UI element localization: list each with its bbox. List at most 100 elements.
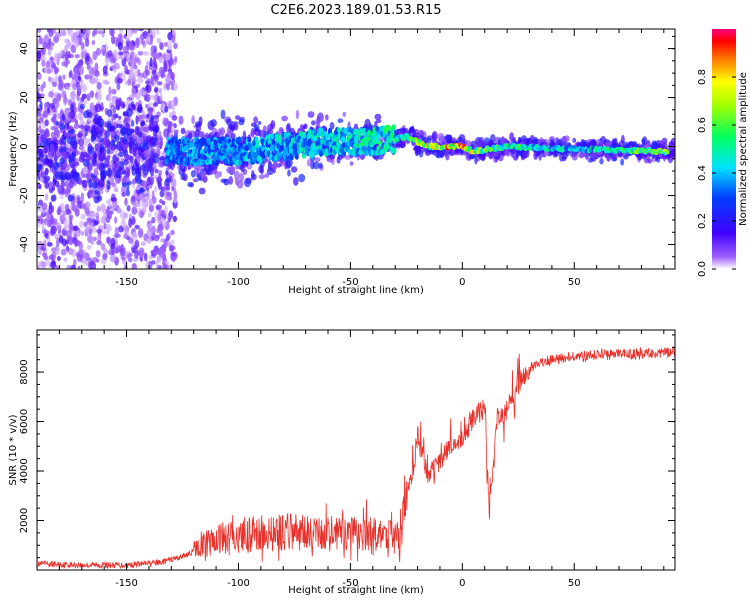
- snr-x-tick-label: -150: [115, 578, 138, 589]
- band-blob: [422, 137, 429, 143]
- ridge-blob: [196, 138, 201, 145]
- noise-blob: [85, 29, 91, 37]
- noise-blob: [56, 255, 61, 261]
- noise-blob: [113, 185, 118, 192]
- noise-blob: [74, 54, 80, 59]
- band-blob: [342, 111, 347, 117]
- noise-blob: [165, 191, 172, 197]
- noise-blob: [52, 81, 57, 88]
- noise-blob: [96, 240, 102, 246]
- band-blob: [164, 105, 169, 113]
- noise-blob: [146, 228, 153, 238]
- band-blob: [56, 152, 61, 159]
- colorbar: 0.0 0.2 0.4 0.6 0.8 Normalized spectral ampl…: [697, 29, 749, 277]
- noise-blob: [135, 200, 141, 208]
- ridge-blob: [302, 132, 307, 139]
- noise-blob: [149, 94, 155, 100]
- band-blob: [126, 181, 130, 191]
- noise-blob: [111, 202, 116, 213]
- noise-blob: [169, 245, 176, 251]
- ridge-blob: [392, 147, 397, 154]
- band-blob: [66, 136, 74, 145]
- noise-blob: [73, 38, 80, 48]
- noise-blob: [89, 102, 95, 112]
- snr-y-tick-label: 2000: [19, 508, 30, 533]
- noise-blob: [40, 55, 47, 61]
- ridge-blob: [370, 149, 375, 156]
- noise-blob: [58, 235, 64, 244]
- noise-blob: [124, 224, 129, 234]
- noise-blob: [50, 261, 57, 269]
- noise-blob: [76, 231, 80, 238]
- band-blob: [198, 187, 206, 195]
- band-blob: [476, 141, 482, 147]
- noise-blob: [145, 260, 149, 269]
- noise-blob: [111, 88, 117, 95]
- noise-blob: [88, 189, 92, 198]
- noise-blob: [59, 79, 64, 88]
- band-blob: [98, 164, 102, 171]
- band-blob: [96, 195, 103, 202]
- noise-blob: [43, 65, 48, 74]
- noise-blob: [126, 205, 131, 212]
- noise-blob: [151, 69, 157, 75]
- band-blob: [76, 132, 83, 139]
- noise-blob: [61, 90, 67, 99]
- noise-blob: [90, 236, 95, 246]
- band-blob: [192, 178, 199, 183]
- band-blob: [127, 165, 133, 171]
- band-blob: [143, 165, 151, 171]
- noise-blob: [89, 90, 95, 98]
- ridge-blob: [235, 159, 240, 166]
- noise-blob: [64, 44, 69, 53]
- colorbar-tick-label: 0.6: [697, 117, 708, 133]
- band-blob: [219, 127, 226, 136]
- noise-blob: [173, 82, 178, 91]
- band-blob: [112, 154, 117, 164]
- ridge-blob: [252, 157, 257, 164]
- noise-blob: [85, 201, 91, 209]
- noise-blob: [108, 94, 112, 103]
- band-blob: [400, 141, 406, 146]
- noise-blob: [78, 29, 85, 38]
- noise-blob: [73, 123, 80, 129]
- noise-blob: [115, 99, 121, 109]
- noise-blob: [173, 96, 178, 107]
- band-blob: [550, 142, 557, 147]
- noise-blob: [157, 265, 163, 269]
- noise-blob: [51, 247, 57, 253]
- noise-blob: [86, 217, 92, 226]
- noise-blob: [119, 248, 126, 257]
- band-blob: [213, 168, 218, 175]
- band-blob: [538, 151, 542, 161]
- band-blob: [61, 136, 67, 146]
- band-blob: [132, 178, 137, 185]
- noise-blob: [42, 81, 46, 89]
- noise-blob: [159, 198, 163, 204]
- noise-blob: [158, 56, 164, 64]
- noise-blob: [171, 104, 175, 111]
- noise-blob: [96, 82, 102, 90]
- noise-blob: [84, 38, 90, 47]
- band-blob: [68, 157, 73, 164]
- ridge-blob: [292, 145, 297, 152]
- band-blob: [40, 171, 47, 178]
- ridge-blob: [290, 137, 295, 144]
- noise-blob: [60, 248, 67, 256]
- colorbar-tick-label: 0.0: [697, 261, 708, 277]
- colorbar-tick-label: 0.2: [697, 213, 708, 229]
- noise-blob: [128, 73, 135, 78]
- noise-blob: [158, 247, 165, 257]
- noise-blob: [78, 76, 82, 81]
- snr-line-layer: [37, 346, 675, 570]
- noise-blob: [147, 212, 152, 218]
- band-blob: [163, 117, 170, 128]
- noise-blob: [114, 226, 119, 236]
- noise-blob: [154, 186, 158, 193]
- noise-blob: [94, 70, 100, 77]
- band-blob: [435, 154, 441, 159]
- noise-blob: [156, 81, 163, 86]
- ridge-blob: [223, 157, 228, 164]
- ridge-blob: [169, 150, 174, 157]
- noise-blob: [50, 131, 56, 139]
